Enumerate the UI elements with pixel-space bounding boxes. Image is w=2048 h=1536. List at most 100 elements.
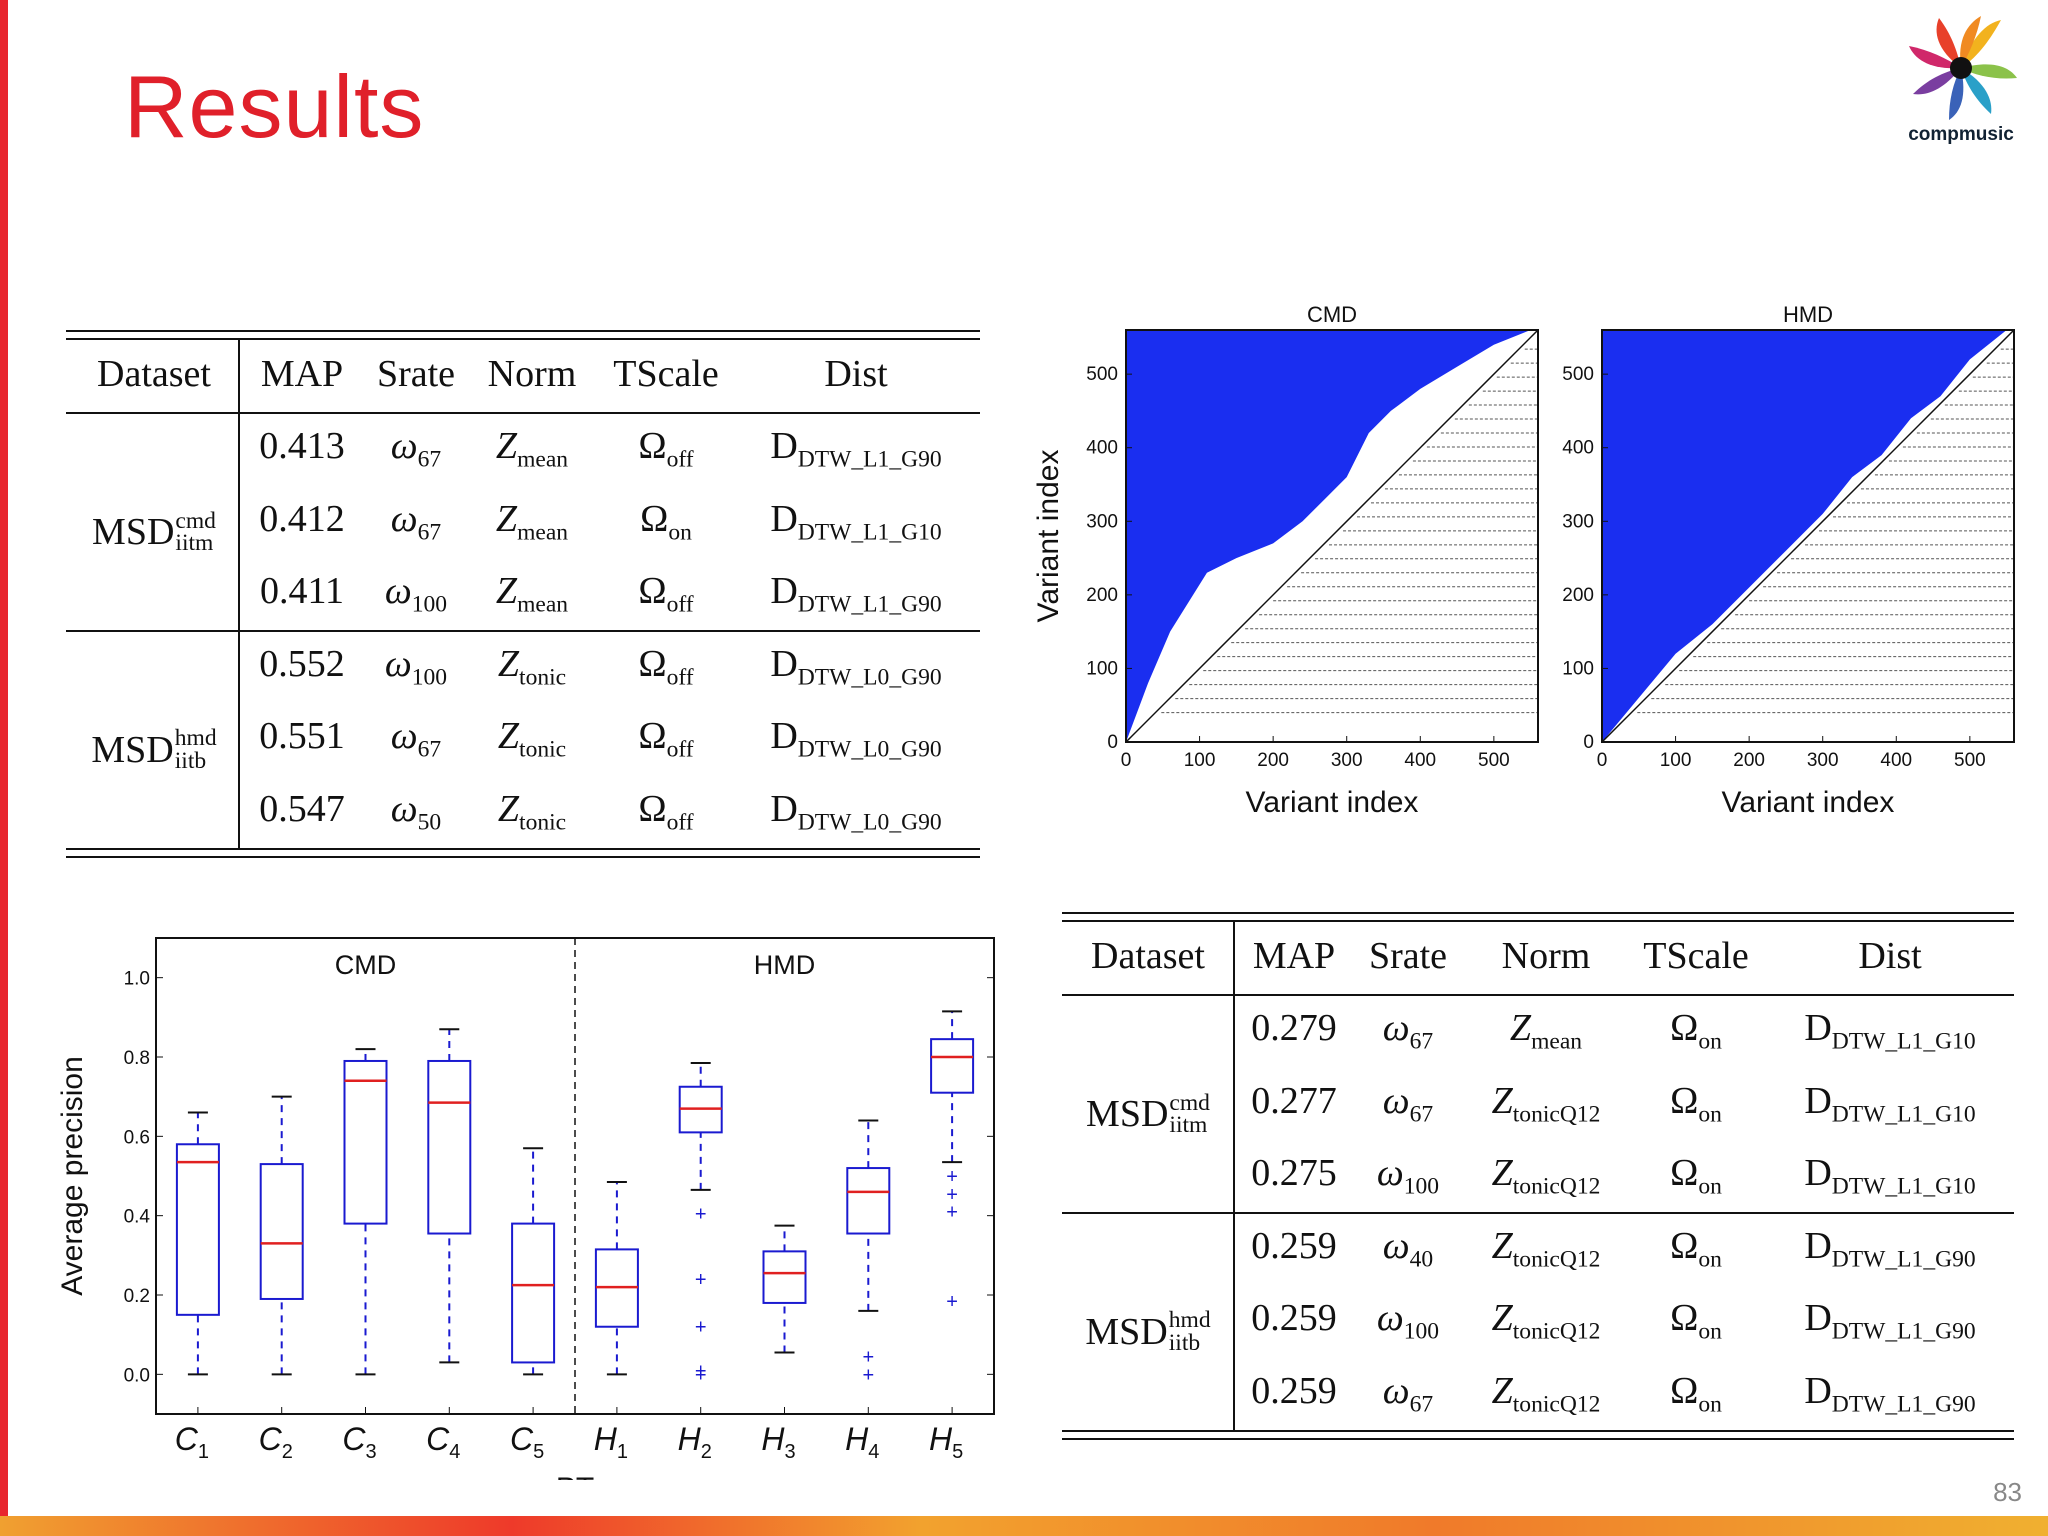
slide-title: Results	[124, 57, 425, 156]
table-cell-map: 0.259	[1251, 1297, 1337, 1339]
bottom-table-group-rule	[1062, 1212, 2014, 1214]
heatmap-xtick-label: 300	[1807, 750, 1839, 771]
table-cell-norm: Zmean	[495, 570, 569, 618]
table-cell-map: 0.275	[1251, 1152, 1337, 1194]
box-body	[930, 1038, 975, 1094]
heatmap-diagonal	[1601, 329, 2015, 743]
heatmap-frame	[1125, 329, 1539, 743]
heatmap-ytick-label: 0	[1583, 732, 1594, 753]
table-cell-map: 0.413	[259, 425, 345, 467]
box-flier: +	[862, 1364, 874, 1386]
boxplot-xtick-label: H4	[845, 1421, 879, 1463]
table-cell-norm: Ztonic	[497, 787, 567, 836]
table-cell-norm: ZtonicQ12	[1491, 1079, 1601, 1128]
table-cell-srate: ω67	[390, 425, 442, 473]
table-cell-norm: ZtonicQ12	[1491, 1224, 1601, 1273]
bottom-table-bottom-rule-1	[1062, 1430, 2014, 1432]
boxplot-xtick-label: H3	[761, 1421, 795, 1463]
table-cell-dist: DDTW_L1_G90	[1804, 1369, 1976, 1418]
heatmap-ytick-label: 200	[1562, 585, 1594, 606]
table-cell-norm: Zmean	[495, 497, 569, 546]
table-header-norm: Norm	[1501, 935, 1591, 977]
bottom-table-rule-1	[1062, 912, 2014, 914]
box-flier: +	[946, 1202, 958, 1224]
bottom-table-vertical-rule	[1233, 920, 1235, 1430]
table-dataset-label: MSD cmd iitm	[92, 507, 216, 557]
top-table-group-rule	[66, 630, 980, 632]
table-header-srate: Srate	[376, 353, 456, 395]
table-cell-tscale: Ωoff	[638, 642, 694, 691]
table-cell-srate: ω100	[384, 642, 448, 691]
table-cell-dist: DDTW_L1_G90	[770, 570, 942, 618]
top-table-bottom-rule-1	[66, 848, 980, 850]
boxplot-group-label: HMD	[754, 950, 816, 980]
table-dataset-label: MSD hmd iitb	[1085, 1307, 1211, 1356]
table-cell-tscale: Ωon	[1670, 1297, 1722, 1345]
table-cell-dist: DDTW_L0_G90	[770, 715, 942, 763]
box-body	[175, 1143, 220, 1316]
box-body	[846, 1167, 891, 1235]
heatmap-xlabel: Variant index	[1722, 786, 1895, 819]
table-header-map: MAP	[1252, 935, 1336, 977]
boxplot-xtick-label: C5	[510, 1421, 544, 1463]
table-cell-tscale: Ωon	[1670, 1152, 1722, 1200]
table-cell-map: 0.551	[259, 715, 345, 757]
table-header-dataset: Dataset	[1091, 935, 1205, 977]
heatmap-title: CMD	[1307, 302, 1357, 327]
table-cell-dist: DDTW_L1_G10	[1804, 1152, 1976, 1200]
heatmap-xtick-label: 200	[1733, 750, 1765, 771]
heatmap-frame	[1601, 329, 2015, 743]
table-cell-norm: Zmean	[495, 425, 569, 473]
table-cell-map: 0.411	[259, 570, 345, 612]
table-header-norm: Norm	[487, 353, 577, 395]
bottom-table-rule-2	[1062, 920, 2014, 922]
logo-text: compmusic	[1908, 124, 2014, 145]
table-cell-norm: ZtonicQ12	[1491, 1152, 1601, 1200]
table-cell-map: 0.412	[259, 497, 345, 540]
logo-spiral-icon	[1909, 16, 2017, 120]
table-cell-srate: ω40	[1382, 1224, 1434, 1273]
box-body	[511, 1222, 556, 1364]
boxplot-xtick-label: C3	[342, 1421, 376, 1463]
heatmap-upper-region	[1126, 330, 1538, 742]
table-cell-dist: DDTW_L1_G90	[1804, 1297, 1976, 1345]
table-cell-dist: DDTW_L1_G90	[770, 425, 942, 473]
boxplot-ytick-label: 1.0	[124, 969, 150, 990]
table-cell-norm: Zmean	[1509, 1007, 1583, 1055]
top-table-bottom-rule-2	[66, 856, 980, 858]
table-dataset-label: MSD hmd iitb	[91, 725, 217, 774]
box-flier: +	[946, 1166, 958, 1188]
table-cell-tscale: Ωon	[1670, 1079, 1722, 1128]
table-cell-dist: DDTW_L0_G90	[770, 787, 942, 836]
table-cell-srate: ω100	[1376, 1297, 1440, 1345]
table-cell-tscale: Ωon	[1670, 1369, 1722, 1418]
table-cell-tscale: Ωoff	[638, 787, 694, 836]
heatmap-ytick-label: 200	[1086, 585, 1118, 606]
bottom-table-header-rule	[1062, 994, 2014, 996]
table-cell-map: 0.277	[1251, 1079, 1337, 1122]
boxplot-ytick-label: 0.6	[124, 1127, 150, 1148]
table-dataset-label: MSD cmd iitm	[1086, 1089, 1210, 1139]
box-flier: +	[862, 1346, 874, 1368]
top-table-vertical-rule	[238, 338, 240, 848]
table-cell-srate: ω100	[384, 570, 448, 618]
heatmap-title: HMD	[1783, 302, 1833, 327]
table-cell-srate: ω67	[390, 497, 442, 546]
box-flier: +	[695, 1364, 707, 1386]
box-body	[762, 1250, 807, 1304]
table-cell-dist: DDTW_L1_G10	[1804, 1007, 1976, 1055]
top-table-header-rule	[66, 412, 980, 414]
heatmap-xtick-label: 400	[1404, 750, 1436, 771]
table-cell-map: 0.259	[1251, 1224, 1337, 1267]
boxplot-ytick-label: 0.2	[124, 1286, 150, 1307]
table-cell-map: 0.259	[1251, 1369, 1337, 1412]
box-body	[259, 1163, 304, 1300]
heatmap-ytick-label: 300	[1086, 511, 1118, 532]
heatmap-diagonal	[1125, 329, 1539, 743]
heatmap-upper-region	[1602, 330, 2014, 742]
table-cell-norm: ZtonicQ12	[1491, 1297, 1601, 1345]
table-cell-tscale: Ωoff	[638, 425, 694, 473]
table-cell-srate: ω67	[1382, 1007, 1434, 1055]
table-header-tscale: TScale	[1643, 935, 1749, 977]
boxplot-xtick-label: H1	[594, 1421, 628, 1463]
